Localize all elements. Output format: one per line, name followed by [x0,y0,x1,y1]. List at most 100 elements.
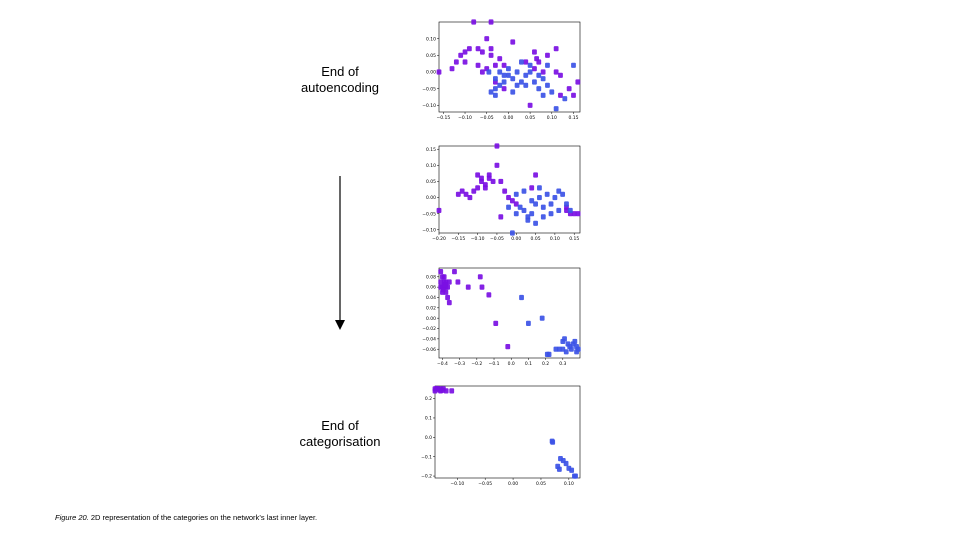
scatter-point [549,89,555,95]
scatter-point [494,162,500,168]
scatter-point [434,385,440,392]
scatter-point [445,294,450,301]
plot-frame [438,145,581,234]
scatter-point [436,69,442,75]
label-top-line-1: End of [321,64,359,79]
label-bottom-line-2: categorisation [299,434,381,449]
scatter-point [563,460,569,467]
scatter-point [486,292,492,298]
x-tick-label: −0.2 [471,361,482,367]
x-tick-label: 0.3 [559,361,566,367]
scatter-point [498,178,504,185]
scatter-point [506,66,511,72]
scatter-point [502,188,508,194]
x-tick-label: −0.10 [458,115,472,121]
scatter-point [536,86,542,92]
scatter-point [537,185,542,191]
scatter-point [564,207,569,214]
x-tick-label: 0.0 [508,361,515,367]
scatter-point [575,211,581,217]
scatter-point [488,46,494,52]
scatter-point [545,52,550,58]
scatter-point [497,69,503,75]
scatter-point [540,76,546,82]
scatter-point [438,269,444,275]
x-tick-label: −0.3 [454,361,465,367]
scatter-point [566,86,572,92]
scatter-point [574,349,579,355]
plot-frame [438,21,581,113]
scatter-point [475,46,481,52]
scatter-plot-autoencoding: −0.15 −0.10 −0.05 0.00 0.05 0.10 0.15−0.10−0.0… [422,19,581,121]
x-tick-label: 0.00 [503,115,513,121]
scatter-point [471,19,477,25]
scatter-point [527,102,533,108]
scatter-point [553,46,559,52]
y-tick-label: 0.05 [426,179,436,185]
scatter-point [443,388,449,394]
scatter-point [572,338,578,345]
y-tick-label: −0.2 [421,474,432,480]
x-tick-label: 0.00 [511,236,521,242]
scatter-point [562,336,567,342]
scatter-point [509,230,515,236]
y-tick-label: 0.00 [426,195,436,201]
x-tick-label: 0.15 [569,236,579,242]
scatter-point [521,207,527,214]
scatter-point [514,82,520,88]
figure-caption: Figure 20. 2D representation of the cate… [55,513,317,522]
scatter-point [467,194,473,201]
scatter-point [553,69,559,75]
y-tick-label: 0.00 [426,70,436,76]
scatter-point [569,346,574,352]
scatter-point [558,92,563,98]
x-tick-label: 0.05 [531,236,541,242]
x-tick-label: 0.05 [525,115,535,121]
scatter-point [548,201,554,207]
y-tick-label: 0.10 [426,163,436,169]
x-tick-label: 0.00 [508,481,518,487]
scatter-point [438,279,444,285]
plot-frame [438,267,581,359]
scatter-point [558,72,563,78]
scatter-point [532,79,537,85]
scatter-point [523,72,529,78]
scatter-point [544,191,550,197]
scatter-point [479,49,485,55]
scatter-point [452,269,457,275]
scatter-point [501,86,507,92]
scatter-point [458,52,464,58]
scatter-point [486,69,492,75]
scatter-point [453,59,459,65]
scatter-point [493,86,498,92]
x-tick-label: −0.05 [480,115,494,121]
scatter-plot-categorisation: −0.10 −0.05 0.00 0.05 0.10 −0.2 −0.1 0.0 0.1 0.2 [421,385,581,487]
label-top-line-2: autoencoding [300,80,380,95]
scatter-point [523,59,529,65]
scatter-point [475,172,481,178]
scatter-point [539,315,545,321]
scatter-point [529,211,535,217]
x-tick-label: −0.15 [436,115,450,121]
scatter-point [526,320,531,326]
y-tick-label: 0.1 [425,416,432,422]
scatter-point [556,188,562,194]
scatter-point [466,46,472,52]
scatter-point [493,92,498,98]
scatter-plot-stage-3: −0.4 −0.3 −0.2 −0.1 0.0 0.1 0.2 0.3 −0.06 −0.04 −0… [422,267,581,367]
scatter-point [449,66,455,72]
x-tick-label: −0.1 [489,361,500,367]
scatter-point [562,96,568,102]
x-tick-label: −0.10 [450,481,464,487]
scatter-point [553,106,559,112]
scatter-point [494,143,500,149]
y-tick-label: −0.1 [421,454,432,460]
scatter-point [514,69,520,75]
scatter-point [573,473,578,479]
scatter-point [519,294,524,301]
scatter-point [533,201,538,207]
scatter-point [477,274,483,280]
scatter-point [501,79,507,85]
progress-arrow [335,176,345,330]
scatter-point [463,191,469,197]
